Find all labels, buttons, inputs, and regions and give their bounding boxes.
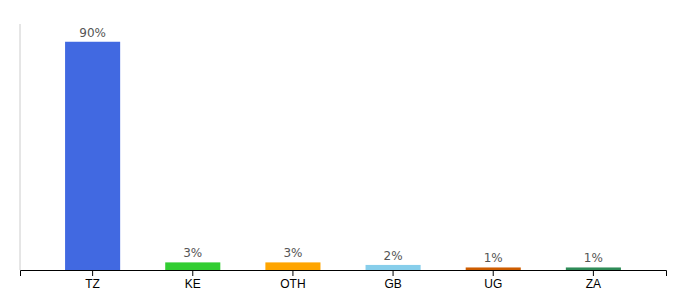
x-tick-label: UG xyxy=(484,277,502,291)
x-axis: TZ KE OTH GB UG ZA xyxy=(21,270,667,291)
x-tick-mark xyxy=(493,270,494,276)
data-label: 90% xyxy=(79,26,106,40)
data-label: 3% xyxy=(283,246,302,260)
x-tick: GB xyxy=(384,270,401,291)
data-label: 1% xyxy=(584,251,603,265)
x-tick: KE xyxy=(185,270,201,291)
bar xyxy=(366,265,421,270)
x-tick: UG xyxy=(484,270,502,291)
x-tick-mark xyxy=(92,270,93,276)
bar xyxy=(265,262,320,270)
plot-area: TZ KE OTH GB UG ZA 90% 3% 3% 2% 1% 1% xyxy=(20,24,667,291)
x-tick-label: KE xyxy=(185,277,201,291)
chart-svg: TZ KE OTH GB UG ZA 90% 3% 3% 2% 1% 1% xyxy=(0,0,680,300)
bar xyxy=(65,42,120,270)
data-labels: 90% 3% 3% 2% 1% 1% xyxy=(79,26,603,266)
bars xyxy=(65,42,621,270)
y-axis-line xyxy=(20,24,21,270)
x-tick: ZA xyxy=(586,270,601,291)
x-tick: TZ xyxy=(85,270,100,291)
chart-container: TZ KE OTH GB UG ZA 90% 3% 3% 2% 1% 1% xyxy=(0,0,680,300)
bar xyxy=(566,267,621,270)
bar xyxy=(466,267,521,270)
data-label: 3% xyxy=(183,246,202,260)
bar xyxy=(165,262,220,270)
x-tick-mark xyxy=(192,270,193,276)
x-tick-mark xyxy=(593,270,594,276)
x-tick-label: GB xyxy=(384,277,401,291)
x-tick: OTH xyxy=(280,270,305,291)
x-tick-mark xyxy=(393,270,394,276)
x-tick-label: TZ xyxy=(85,277,100,291)
x-tick-label: OTH xyxy=(280,277,305,291)
x-axis-line xyxy=(21,271,667,277)
x-tick-mark xyxy=(292,270,293,276)
data-label: 1% xyxy=(484,251,503,265)
data-label: 2% xyxy=(384,249,403,263)
x-tick-label: ZA xyxy=(586,277,601,291)
